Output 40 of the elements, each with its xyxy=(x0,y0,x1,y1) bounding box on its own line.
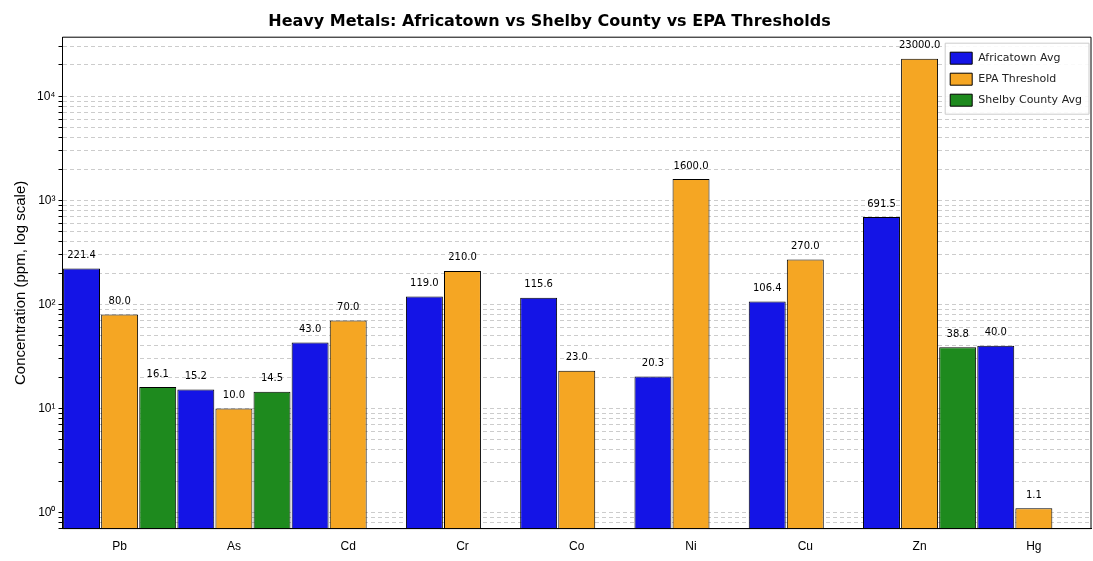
data-label: 210.0 xyxy=(448,251,477,263)
x-tick-label: As xyxy=(226,539,241,554)
data-label: 119.0 xyxy=(410,277,439,289)
data-label: 80.0 xyxy=(108,295,131,307)
data-label: 10.0 xyxy=(222,389,246,401)
legend-label: Shelby County Avg xyxy=(978,93,1082,107)
legend-label: Africatown Avg xyxy=(978,51,1061,65)
y-tick-label: 10¹ xyxy=(38,400,56,415)
data-label: 106.4 xyxy=(752,282,782,294)
data-label: 20.3 xyxy=(641,357,665,369)
data-label: 14.5 xyxy=(260,372,284,384)
chart-title: Heavy Metals: Africatown vs Shelby County vs EPA Thresholds xyxy=(268,10,831,30)
y-tick-label: 10⁴ xyxy=(36,88,56,103)
data-label: 691.5 xyxy=(867,197,896,209)
data-label: 23000.0 xyxy=(898,39,941,51)
data-label: 40.0 xyxy=(984,326,1007,338)
y-axis-title: Concentration (ppm, log scale) xyxy=(11,180,29,386)
data-label: 1600.0 xyxy=(673,159,709,171)
data-label: 270.0 xyxy=(790,240,820,252)
data-label: 43.0 xyxy=(298,323,322,335)
y-tick-label: 10² xyxy=(38,296,56,311)
x-tick-label: Ni xyxy=(685,539,697,554)
data-label: 16.1 xyxy=(146,367,169,379)
x-tick-label: Hg xyxy=(1026,539,1042,554)
data-label: 1.1 xyxy=(1025,488,1042,500)
x-tick-label: Cu xyxy=(797,539,813,554)
legend-label: EPA Threshold xyxy=(978,72,1057,86)
x-tick-label: Zn xyxy=(912,539,927,554)
x-tick-label: Co xyxy=(569,539,585,554)
data-label: 115.6 xyxy=(524,278,553,290)
data-label: 23.0 xyxy=(565,351,588,363)
y-tick-label: 10⁰ xyxy=(38,504,56,519)
x-tick-label: Cd xyxy=(340,539,356,554)
data-label: 70.0 xyxy=(337,301,360,313)
x-tick-label: Cr xyxy=(456,539,469,554)
data-label: 15.2 xyxy=(184,370,207,382)
x-tick-label: Pb xyxy=(112,539,128,554)
data-label: 221.4 xyxy=(67,249,96,261)
data-label: 38.8 xyxy=(946,327,969,339)
y-tick-label: 10³ xyxy=(38,192,56,207)
